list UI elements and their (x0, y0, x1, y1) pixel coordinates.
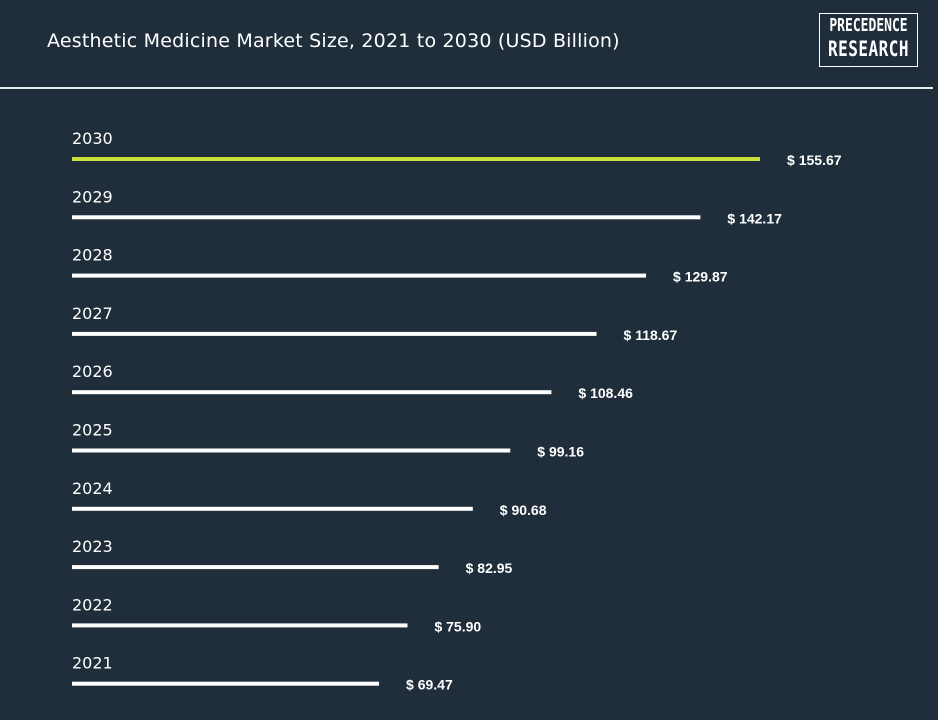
value-label-2025: $ 99.16 (537, 444, 584, 460)
logo-line-2: RESEARCH (827, 35, 910, 62)
year-label-2027: 2027 (72, 304, 113, 323)
value-label-2027: $ 118.67 (624, 327, 678, 343)
bar-2027 (72, 331, 597, 336)
year-label-2030: 2030 (72, 129, 113, 148)
year-label-2028: 2028 (72, 246, 113, 265)
bar-2026 (72, 390, 552, 395)
chart-title: Aesthetic Medicine Market Size, 2021 to … (47, 30, 620, 52)
bar-2028 (72, 273, 647, 278)
value-label-2028: $ 129.87 (673, 269, 728, 285)
bar-2024 (72, 506, 473, 511)
value-label-2022: $ 75.90 (434, 618, 481, 634)
year-label-2022: 2022 (72, 595, 113, 614)
value-label-2029: $ 142.17 (727, 210, 782, 226)
year-label-2029: 2029 (72, 187, 113, 206)
bar-2023 (72, 565, 439, 570)
precedence-research-logo: PRECEDENCE RESEARCH (819, 13, 918, 67)
bar-2022 (72, 623, 408, 628)
year-label-2024: 2024 (72, 479, 113, 498)
year-label-2023: 2023 (72, 537, 113, 556)
header-divider (0, 87, 933, 89)
logo-line-1: PRECEDENCE (829, 16, 908, 37)
year-label-2025: 2025 (72, 421, 113, 440)
bar-2030 (72, 157, 761, 161)
year-label-2021: 2021 (72, 654, 113, 673)
value-label-2021: $ 69.47 (406, 677, 453, 693)
value-label-2023: $ 82.95 (466, 560, 513, 576)
bar-2029 (72, 215, 701, 220)
year-label-2026: 2026 (72, 362, 113, 381)
value-label-2026: $ 108.46 (578, 385, 633, 401)
value-label-2030: $ 155.67 (787, 152, 842, 168)
bar-2021 (72, 681, 380, 686)
value-label-2024: $ 90.68 (500, 502, 547, 518)
bar-2025 (72, 448, 511, 453)
